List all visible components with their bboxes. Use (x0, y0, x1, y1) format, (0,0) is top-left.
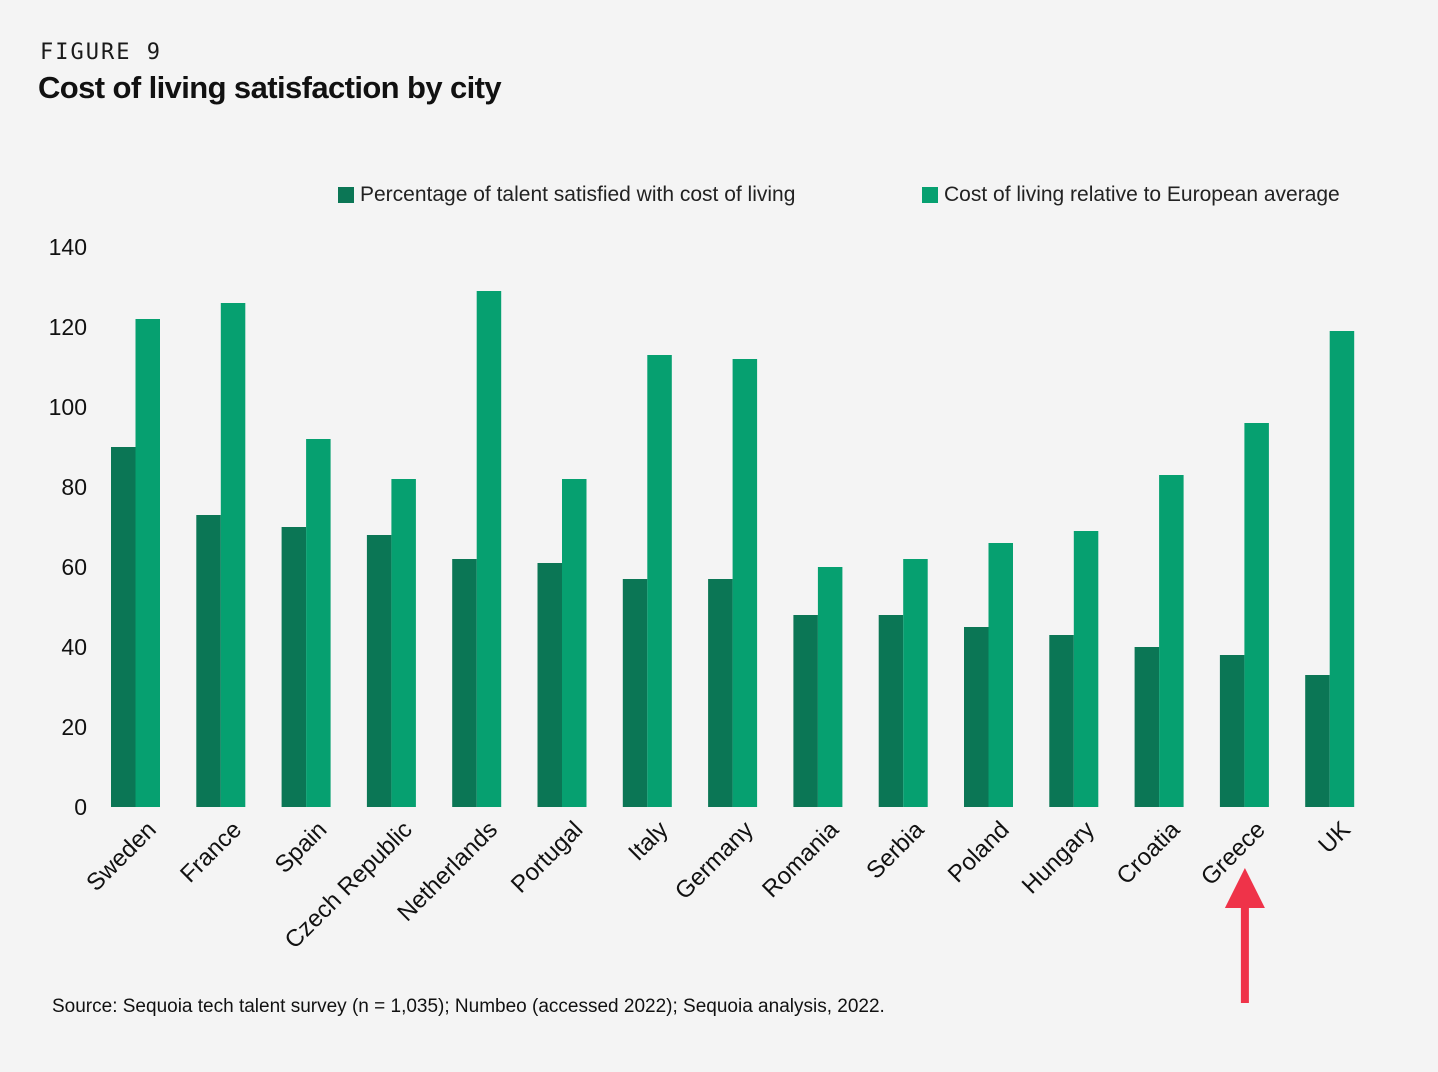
bar-satisfaction (1049, 635, 1074, 807)
bar-cost-of-living (391, 479, 416, 807)
bar-satisfaction (196, 515, 221, 807)
y-tick-label: 80 (61, 474, 87, 500)
bar-satisfaction (452, 559, 477, 807)
y-tick-label: 40 (61, 634, 87, 660)
bar-cost-of-living (1244, 423, 1269, 807)
bar-satisfaction (1134, 647, 1160, 807)
bar-satisfaction (793, 615, 818, 807)
bar-satisfaction (537, 563, 562, 807)
legend-label-cost-of-living: Cost of living relative to European aver… (944, 183, 1340, 206)
legend-item-cost-of-living: Cost of living relative to European aver… (922, 183, 1340, 207)
bar-cost-of-living (562, 479, 587, 807)
x-category-label: Spain (270, 816, 333, 879)
bar-cost-of-living (988, 543, 1013, 807)
up-arrow-icon (1224, 868, 1265, 1003)
bar-cost-of-living (306, 439, 331, 807)
bar-cost-of-living (817, 567, 843, 807)
y-tick-label: 60 (61, 554, 87, 580)
x-category-label: Romania (757, 816, 844, 903)
bar-satisfaction (708, 579, 733, 807)
x-category-label: Greece (1196, 816, 1271, 891)
y-tick-label: 140 (49, 234, 87, 260)
bar-satisfaction (1305, 675, 1330, 807)
legend-item-satisfaction: Percentage of talent satisfied with cost… (338, 183, 795, 207)
bar-satisfaction (1219, 655, 1245, 807)
bar-satisfaction (111, 447, 136, 807)
legend-swatch-cost-of-living (922, 187, 938, 203)
legend-label-satisfaction: Percentage of talent satisfied with cost… (360, 183, 796, 206)
x-category-label: Italy (623, 816, 673, 866)
x-category-label: Croatia (1112, 816, 1186, 890)
bar-cost-of-living (476, 291, 502, 807)
bar-satisfaction (281, 527, 307, 807)
x-category-label: Sweden (81, 816, 161, 896)
x-category-label: UK (1313, 816, 1356, 859)
x-category-label: Portugal (506, 816, 588, 898)
figure-label: FIGURE 9 (40, 40, 162, 65)
bar-satisfaction (622, 579, 648, 807)
x-category-label: France (175, 816, 247, 888)
x-category-label: Germany (670, 816, 759, 905)
y-tick-label: 100 (49, 394, 87, 420)
source-note: Source: Sequoia tech talent survey (n = … (52, 996, 885, 1017)
bar-cost-of-living (647, 355, 672, 807)
bar-satisfaction (366, 535, 392, 807)
bar-satisfaction (964, 627, 989, 807)
y-tick-label: 20 (61, 714, 87, 740)
bar-cost-of-living (135, 319, 160, 807)
bar-cost-of-living (903, 559, 928, 807)
bar-cost-of-living (1159, 475, 1184, 807)
bar-cost-of-living (1329, 331, 1355, 807)
bar-cost-of-living (732, 359, 758, 807)
x-category-label: Hungary (1017, 816, 1100, 899)
bar-cost-of-living (1073, 531, 1099, 807)
x-category-label: Poland (943, 816, 1015, 888)
legend-swatch-satisfaction (338, 187, 354, 203)
x-category-label: Serbia (861, 816, 930, 885)
chart-title: Cost of living satisfaction by city (38, 70, 502, 105)
y-tick-label: 120 (49, 314, 87, 340)
bar-satisfaction (878, 615, 904, 807)
bar-cost-of-living (220, 303, 246, 807)
y-tick-label: 0 (74, 794, 87, 820)
